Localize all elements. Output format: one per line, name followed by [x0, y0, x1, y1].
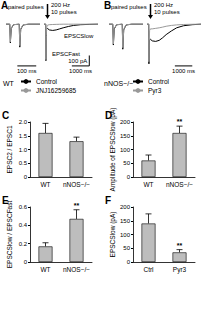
svg-text:nNOS−/−: nNOS−/−: [63, 266, 90, 273]
svg-text:paired pulses: paired pulses: [8, 4, 44, 10]
svg-text:nNOS−/−: nNOS−/−: [166, 181, 193, 188]
svg-text:Amplitude of EPSCSlow (pA): Amplitude of EPSCSlow (pA): [109, 107, 116, 192]
svg-text:1.0: 1.0: [19, 147, 28, 153]
svg-text:EPSCSlow: EPSCSlow: [64, 33, 94, 39]
svg-text:1.5: 1.5: [19, 133, 28, 139]
svg-text:**: **: [177, 118, 183, 125]
svg-text:D: D: [105, 110, 112, 121]
svg-text:EPSCSlow / EPSCFast: EPSCSlow / EPSCFast: [6, 201, 13, 269]
svg-text:2.0: 2.0: [19, 119, 28, 125]
svg-text:0: 0: [127, 259, 131, 265]
svg-text:WT: WT: [3, 80, 15, 87]
svg-text:E: E: [2, 195, 9, 206]
svg-text:nNOS−/−: nNOS−/−: [63, 181, 90, 188]
svg-text:1000 ms: 1000 ms: [172, 68, 195, 74]
svg-text:1000 ms: 1000 ms: [69, 68, 92, 74]
svg-text:200 Hz: 200 Hz: [51, 2, 70, 8]
svg-text:Pyr3: Pyr3: [173, 266, 187, 274]
svg-text:0: 0: [24, 259, 28, 265]
svg-text:0.2: 0.2: [19, 241, 28, 247]
svg-text:nNOS−/−: nNOS−/−: [104, 80, 133, 87]
svg-text:200 Hz: 200 Hz: [154, 2, 173, 8]
svg-text:100 ms: 100 ms: [17, 68, 37, 74]
svg-text:200: 200: [120, 204, 131, 210]
svg-text:Pyr3: Pyr3: [148, 87, 162, 95]
svg-text:Control: Control: [148, 78, 170, 85]
svg-text:JNJ16259685: JNJ16259685: [36, 87, 76, 94]
svg-text:150: 150: [120, 218, 131, 224]
svg-text:50: 50: [123, 160, 130, 166]
svg-text:EPSCFast: EPSCFast: [52, 51, 80, 57]
svg-text:**: **: [177, 242, 183, 249]
svg-text:200: 200: [120, 119, 131, 125]
svg-text:EPSC2 / EPSC1: EPSC2 / EPSC1: [6, 125, 13, 173]
svg-text:10 pulses: 10 pulses: [51, 9, 77, 15]
svg-text:0: 0: [127, 174, 131, 180]
svg-text:paired pulses: paired pulses: [111, 4, 147, 10]
svg-text:0: 0: [24, 174, 28, 180]
svg-text:0.5: 0.5: [19, 160, 28, 166]
svg-text:A: A: [1, 0, 8, 11]
svg-text:B: B: [104, 0, 111, 11]
svg-text:0.4: 0.4: [19, 222, 28, 228]
svg-text:**: **: [74, 202, 80, 209]
svg-text:F: F: [105, 195, 111, 206]
svg-text:EPSCSlow (pA): EPSCSlow (pA): [109, 212, 117, 258]
svg-text:Control: Control: [36, 78, 58, 85]
svg-text:150: 150: [120, 133, 131, 139]
svg-text:WT: WT: [40, 266, 50, 273]
svg-text:10 pulses: 10 pulses: [154, 9, 180, 15]
svg-text:50: 50: [123, 245, 130, 251]
svg-text:100: 100: [120, 232, 131, 238]
svg-text:0.6: 0.6: [19, 204, 28, 210]
svg-text:100 pA: 100 pA: [68, 58, 87, 64]
svg-text:WT: WT: [40, 181, 50, 188]
svg-text:C: C: [2, 110, 9, 121]
svg-text:Ctrl: Ctrl: [143, 266, 154, 273]
svg-text:100: 100: [120, 147, 131, 153]
svg-text:WT: WT: [143, 181, 153, 188]
